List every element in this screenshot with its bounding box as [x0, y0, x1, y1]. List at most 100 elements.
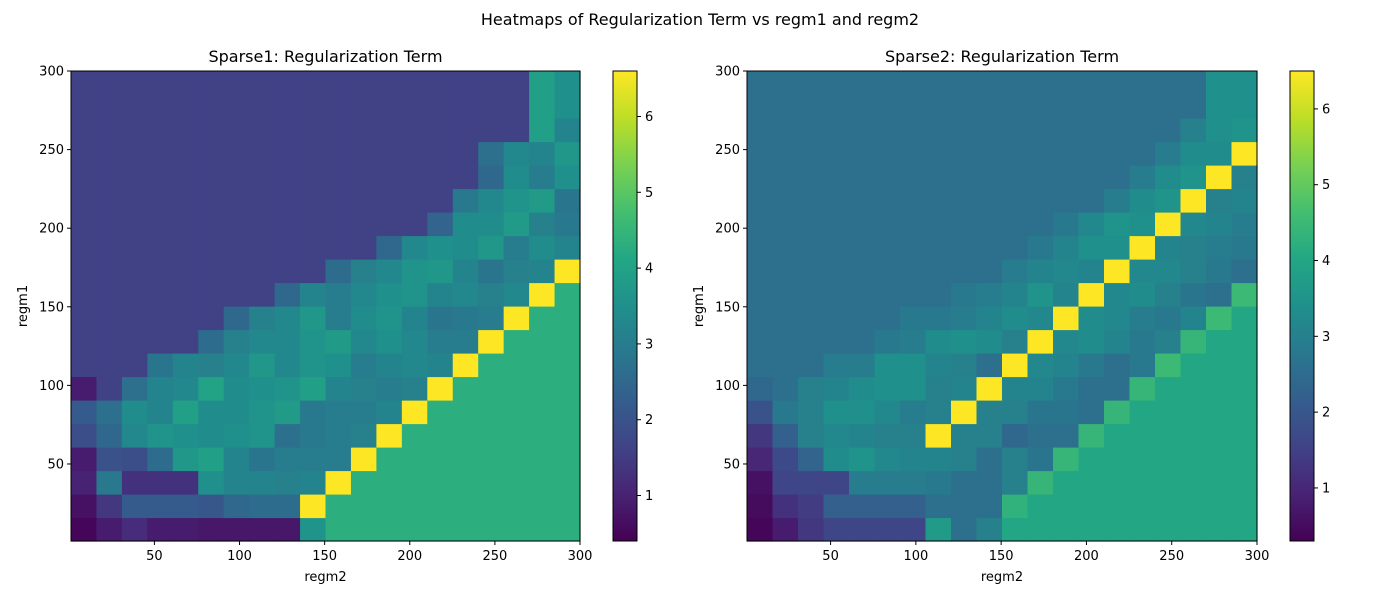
heatmap-cell — [478, 141, 505, 166]
x-axis-label: regm2 — [304, 570, 346, 585]
heatmap-cell — [849, 353, 876, 378]
heatmap-cell — [71, 470, 98, 495]
heatmap-cell — [376, 494, 403, 519]
heatmap-cell — [772, 212, 799, 237]
heatmap-cell — [1180, 235, 1207, 260]
heatmap-cell — [823, 376, 850, 401]
heatmap-cell — [249, 376, 276, 401]
heatmap-cell — [427, 71, 454, 96]
heatmap-cell — [529, 447, 556, 472]
panel-title: Sparse1: Regularization Term — [208, 47, 442, 66]
heatmap-cell — [1231, 470, 1258, 495]
heatmap-cell — [172, 517, 199, 542]
heatmap-cell — [823, 447, 850, 472]
heatmap-cell — [1078, 212, 1105, 237]
heatmap-cell — [1002, 71, 1029, 96]
heatmap-cell — [325, 165, 352, 190]
heatmap-cells — [71, 71, 581, 542]
heatmap-cell — [121, 517, 148, 542]
heatmap-cell — [849, 470, 876, 495]
heatmap-cell — [874, 259, 901, 284]
heatmap-cell — [427, 212, 454, 237]
heatmap-cell — [147, 376, 174, 401]
heatmap-cell — [249, 282, 276, 307]
heatmap-cell — [976, 188, 1003, 213]
heatmap-cell — [503, 235, 530, 260]
heatmap-cell — [1206, 282, 1233, 307]
heatmap-cell — [529, 71, 556, 96]
heatmap-cell — [96, 494, 123, 519]
heatmap-cell — [554, 353, 581, 378]
heatmap-cell — [1180, 94, 1207, 119]
heatmap-cell — [925, 517, 952, 542]
heatmap-cell — [427, 141, 454, 166]
heatmap-cell — [274, 165, 301, 190]
heatmap-cell — [1104, 212, 1131, 237]
heatmap-cell — [900, 353, 927, 378]
heatmap-cell — [1155, 94, 1182, 119]
heatmap-cell — [1155, 165, 1182, 190]
heatmap-cell — [1155, 259, 1182, 284]
heatmap-cell — [249, 118, 276, 143]
heatmap-cell — [478, 188, 505, 213]
heatmap-cell — [747, 306, 774, 331]
heatmap-cell — [478, 71, 505, 96]
heatmap-cell — [1027, 447, 1054, 472]
heatmap-cell — [249, 400, 276, 425]
heatmap-cell — [1180, 212, 1207, 237]
heatmap-cell — [172, 376, 199, 401]
heatmap-cell — [1231, 353, 1258, 378]
heatmap-cell — [325, 71, 352, 96]
heatmap-cell — [274, 423, 301, 448]
heatmap-cell — [478, 400, 505, 425]
heatmap-cell — [274, 376, 301, 401]
heatmap-cell — [274, 400, 301, 425]
heatmap-cell — [96, 118, 123, 143]
heatmap-cell — [1002, 212, 1029, 237]
heatmap-cell — [376, 353, 403, 378]
heatmap-cell — [300, 188, 327, 213]
heatmap-cell — [554, 165, 581, 190]
heatmap-cell — [747, 212, 774, 237]
heatmap-cell — [325, 494, 352, 519]
heatmap-cell — [452, 71, 479, 96]
heatmap-cell — [71, 165, 98, 190]
heatmap-cell — [951, 306, 978, 331]
heatmap-cell — [198, 259, 225, 284]
heatmap-cell — [325, 94, 352, 119]
panel-title: Sparse2: Regularization Term — [885, 47, 1119, 66]
heatmap-cell — [452, 282, 479, 307]
heatmap-cell — [1206, 118, 1233, 143]
heatmap-cell — [925, 235, 952, 260]
heatmap-cell — [452, 165, 479, 190]
heatmap-cell — [798, 447, 825, 472]
heatmap-cell — [849, 400, 876, 425]
y-tick-label: 50 — [723, 457, 740, 472]
heatmap-cell — [1104, 423, 1131, 448]
heatmap-cell — [452, 118, 479, 143]
heatmap-cell — [503, 470, 530, 495]
heatmap-cell — [503, 517, 530, 542]
heatmap-cell — [1129, 188, 1156, 213]
heatmap-cell — [300, 517, 327, 542]
heatmap-cell — [198, 376, 225, 401]
heatmap-cell — [172, 71, 199, 96]
heatmap-cell — [300, 212, 327, 237]
heatmap-cell — [223, 212, 250, 237]
heatmap-cell — [71, 517, 98, 542]
heatmap-cell — [427, 447, 454, 472]
heatmap-cell — [376, 118, 403, 143]
heatmap-cell — [849, 517, 876, 542]
heatmap-cell — [1206, 329, 1233, 354]
colorbar-tick-label: 1 — [1322, 481, 1330, 496]
heatmap-cell — [529, 400, 556, 425]
heatmap-cell — [452, 94, 479, 119]
heatmap-cell — [1155, 235, 1182, 260]
heatmap-cell — [121, 447, 148, 472]
heatmap-cell — [376, 423, 403, 448]
heatmap-cell — [71, 494, 98, 519]
heatmap-cell — [823, 235, 850, 260]
heatmap-cell — [96, 447, 123, 472]
heatmap-cell — [1155, 470, 1182, 495]
heatmap-cell — [554, 376, 581, 401]
